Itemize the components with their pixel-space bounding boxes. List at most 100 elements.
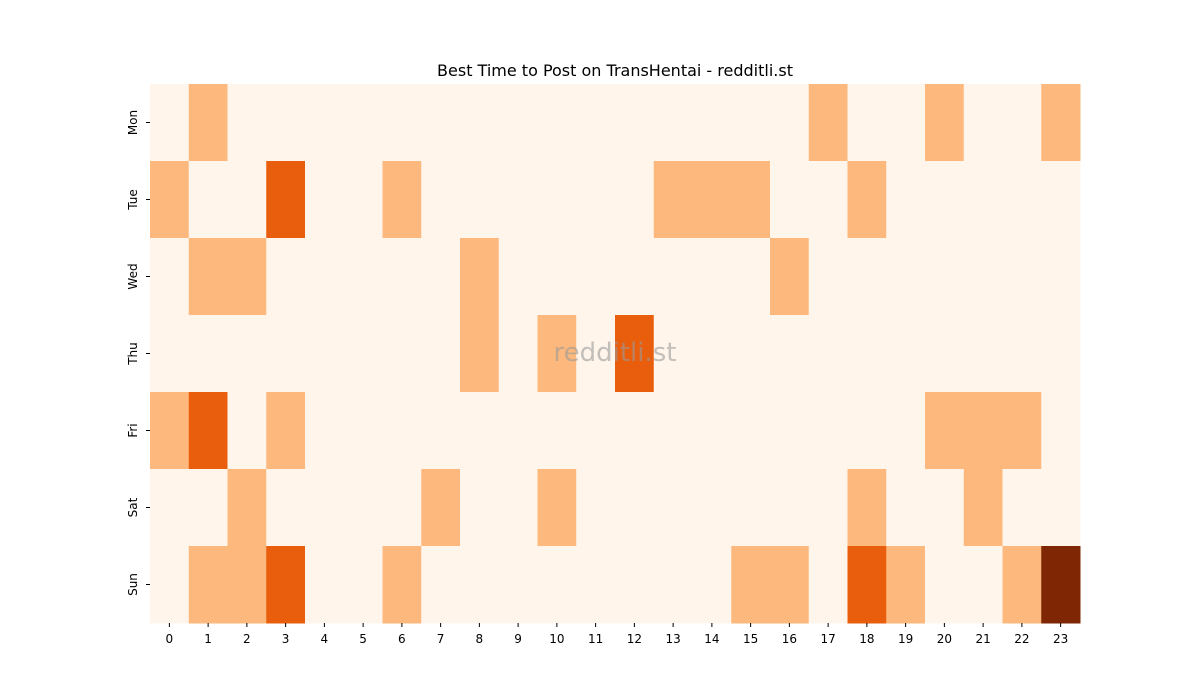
heatmap-cell-Thu-16 [770, 315, 810, 393]
heatmap-cell-Mon-11 [576, 84, 616, 162]
heatmap-cell-Fri-1 [188, 392, 228, 470]
heatmap-cell-Thu-1 [188, 315, 228, 393]
x-tick-label: 21 [975, 632, 990, 646]
heatmap-cell-Tue-10 [537, 161, 577, 239]
heatmap-cell-Tue-16 [770, 161, 810, 239]
heatmap-cell-Mon-15 [731, 84, 771, 162]
heatmap-cell-Sat-16 [770, 469, 810, 547]
heatmap-cell-Sat-23 [1041, 469, 1081, 547]
heatmap-cell-Wed-8 [460, 238, 500, 316]
heatmap-cell-Sun-14 [692, 546, 732, 624]
heatmap-cell-Mon-2 [227, 84, 267, 162]
heatmap-cell-Wed-9 [498, 238, 538, 316]
heatmap-cell-Sat-2 [227, 469, 267, 547]
x-tick-label: 3 [282, 632, 290, 646]
heatmap-cell-Wed-14 [692, 238, 732, 316]
heatmap-cell-Wed-18 [847, 238, 887, 316]
heatmap-cell-Mon-10 [537, 84, 577, 162]
heatmap-cell-Wed-12 [615, 238, 655, 316]
heatmap-cell-Thu-22 [1002, 315, 1042, 393]
heatmap-cell-Wed-0 [150, 238, 190, 316]
heatmap-cell-Sat-11 [576, 469, 616, 547]
heatmap-cell-Mon-20 [925, 84, 965, 162]
heatmap-cell-Mon-8 [460, 84, 500, 162]
heatmap-cell-Fri-22 [1002, 392, 1042, 470]
heatmap-cell-Thu-11 [576, 315, 616, 393]
heatmap-cell-Sat-12 [615, 469, 655, 547]
heatmap-cell-Thu-20 [925, 315, 965, 393]
heatmap-cell-Fri-6 [382, 392, 422, 470]
heatmap-cell-Sun-12 [615, 546, 655, 624]
heatmap-cell-Fri-5 [343, 392, 383, 470]
x-tick-label: 11 [588, 632, 603, 646]
heatmap-cell-Fri-15 [731, 392, 771, 470]
heatmap-cell-Sat-9 [498, 469, 538, 547]
x-tick-label: 16 [782, 632, 797, 646]
heatmap-cell-Fri-9 [498, 392, 538, 470]
heatmap-cell-Fri-14 [692, 392, 732, 470]
heatmap-cell-Sat-7 [421, 469, 461, 547]
heatmap-cell-Mon-18 [847, 84, 887, 162]
heatmap-cell-Wed-6 [382, 238, 422, 316]
heatmap-cell-Tue-1 [188, 161, 228, 239]
heatmap-cell-Fri-10 [537, 392, 577, 470]
heatmap-cell-Wed-3 [266, 238, 306, 316]
heatmap-cell-Sun-1 [188, 546, 228, 624]
heatmap-cell-Mon-0 [150, 84, 190, 162]
x-tick-label: 0 [166, 632, 174, 646]
heatmap-cell-Fri-8 [460, 392, 500, 470]
heatmap-cell-Thu-5 [343, 315, 383, 393]
heatmap-cell-Sun-3 [266, 546, 306, 624]
chart-title: Best Time to Post on TransHentai - reddi… [437, 61, 793, 80]
heatmap-cell-Wed-1 [188, 238, 228, 316]
heatmap-cell-Thu-8 [460, 315, 500, 393]
heatmap-cell-Sun-7 [421, 546, 461, 624]
heatmap-cell-Fri-11 [576, 392, 616, 470]
heatmap-cell-Mon-23 [1041, 84, 1081, 162]
x-tick-label: 7 [437, 632, 445, 646]
heatmap-cell-Mon-13 [653, 84, 693, 162]
heatmap-cell-Sun-21 [963, 546, 1003, 624]
heatmap-cell-Fri-16 [770, 392, 810, 470]
heatmap-cell-Mon-7 [421, 84, 461, 162]
heatmap-cell-Sun-16 [770, 546, 810, 624]
heatmap-cell-Sat-3 [266, 469, 306, 547]
x-tick-label: 13 [665, 632, 680, 646]
heatmap-cell-Tue-0 [150, 161, 190, 239]
heatmap-cell-Fri-23 [1041, 392, 1081, 470]
heatmap-cell-Fri-21 [963, 392, 1003, 470]
heatmap-cell-Wed-17 [808, 238, 848, 316]
heatmap-cell-Sat-10 [537, 469, 577, 547]
heatmap-cell-Sat-17 [808, 469, 848, 547]
heatmap-cell-Tue-14 [692, 161, 732, 239]
heatmap-cell-Sun-17 [808, 546, 848, 624]
heatmap-cell-Sun-4 [305, 546, 345, 624]
x-tick-label: 20 [937, 632, 952, 646]
heatmap-cell-Thu-21 [963, 315, 1003, 393]
heatmap-cell-Wed-16 [770, 238, 810, 316]
heatmap-cell-Thu-6 [382, 315, 422, 393]
heatmap-cell-Thu-12 [615, 315, 655, 393]
x-tick-label: 18 [859, 632, 874, 646]
heatmap-cell-Sun-18 [847, 546, 887, 624]
heatmap-cell-Sun-9 [498, 546, 538, 624]
heatmap-cell-Sat-22 [1002, 469, 1042, 547]
y-tick-label: Wed [126, 263, 140, 289]
heatmap-cell-Tue-3 [266, 161, 306, 239]
heatmap-cell-Fri-13 [653, 392, 693, 470]
x-tick-label: 19 [898, 632, 913, 646]
heatmap-cell-Thu-9 [498, 315, 538, 393]
heatmap-cell-Thu-17 [808, 315, 848, 393]
heatmap-cell-Sun-0 [150, 546, 190, 624]
heatmap-cell-Sat-0 [150, 469, 190, 547]
x-tick-label: 12 [627, 632, 642, 646]
heatmap-cell-Tue-5 [343, 161, 383, 239]
x-tick-label: 4 [321, 632, 329, 646]
heatmap-cell-Sat-8 [460, 469, 500, 547]
heatmap-cell-Tue-15 [731, 161, 771, 239]
heatmap-cell-Thu-4 [305, 315, 345, 393]
heatmap-cell-Tue-8 [460, 161, 500, 239]
heatmap-cell-Sat-6 [382, 469, 422, 547]
heatmap-cell-Wed-23 [1041, 238, 1081, 316]
heatmap-cell-Thu-3 [266, 315, 306, 393]
